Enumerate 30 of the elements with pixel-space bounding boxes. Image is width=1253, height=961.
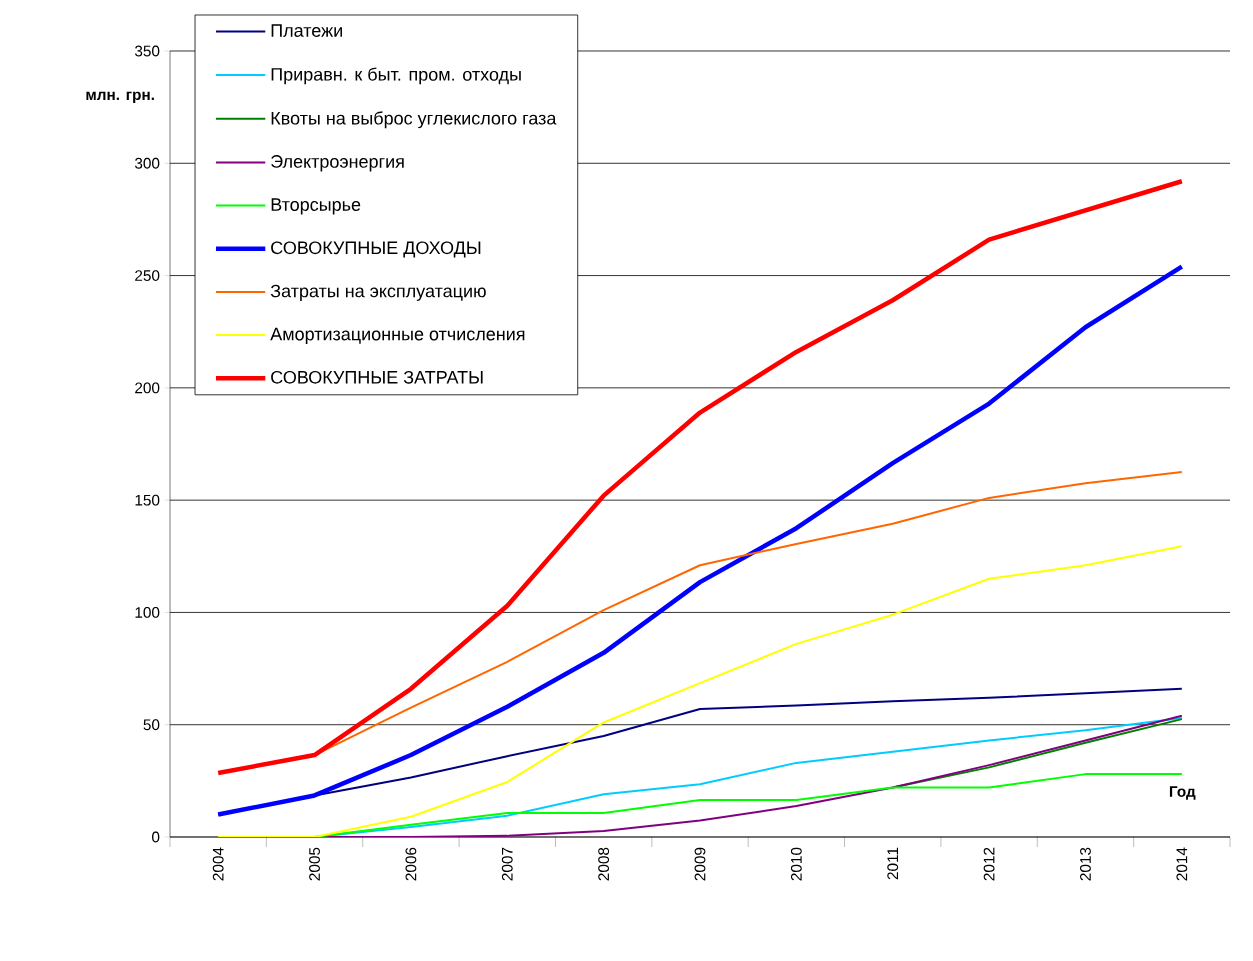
x-tick-label: 2008 [598,847,610,881]
x-tick-label: 2011 [887,847,899,880]
legend-label: Электроэнергия [271,155,404,172]
legend-label: СОВОКУПНЫЕ ДОХОДЫ [271,241,481,258]
y-tick-label: 300 [134,157,160,169]
x-tick-label: 2006 [405,847,417,881]
x-axis-title: Год [1169,786,1196,800]
legend-label: Вторсырье [271,198,361,215]
legend-label: Затраты на эксплуатацию [270,284,486,301]
y-tick-label: 150 [135,494,160,506]
x-tick-label: 2012 [983,847,995,881]
y-axis-title: млн. грн. [86,91,154,104]
x-tick-label: 2004 [212,847,224,881]
x-tick-label: 2007 [501,847,513,881]
x-tick-label: 2010 [790,847,802,881]
y-tick-label: 350 [134,45,160,57]
x-tick-label: 2005 [309,847,320,881]
y-tick-label: 200 [135,382,160,394]
legend-label: Платежи [271,24,342,37]
legend-label: Амортизационные отчисления [270,327,525,344]
legend-label: СОВОКУПНЫЕ ЗАТРАТЫ [271,370,483,384]
x-tick-label: 2013 [1080,847,1091,881]
y-tick-label: 250 [135,270,160,281]
x-tick-label: 2009 [694,847,706,881]
y-tick-label: 100 [135,607,160,618]
legend-label: Квоты на выброс углекислого газа [271,111,557,129]
x-tick-label: 2014 [1176,847,1188,881]
y-tick-label: 50 [143,719,160,731]
y-tick-label: 0 [152,831,160,843]
legend-label: Приравн. к быт. пром. отходы [271,67,521,85]
